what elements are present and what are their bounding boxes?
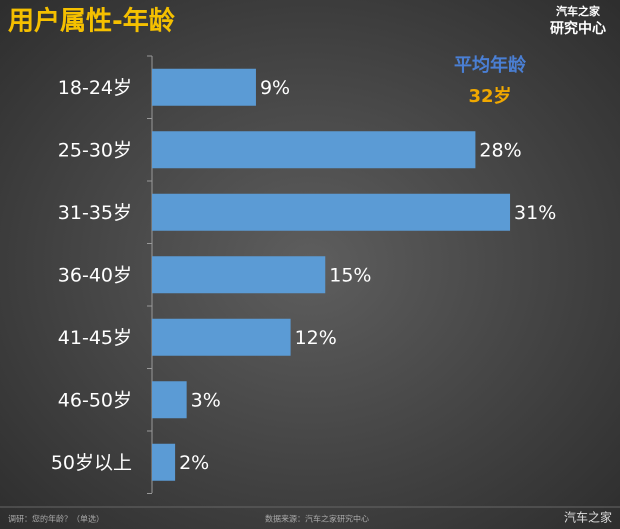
footnote: 数据来源：汽车之家研究中心 [265, 514, 369, 524]
value-label: 2% [179, 452, 209, 474]
logo-bottom: 研究中心 [550, 20, 606, 37]
y-tick-label: 50岁以上 [51, 452, 132, 474]
chart-title: 用户属性-年龄 [8, 6, 176, 37]
value-label: 15% [329, 264, 371, 286]
value-label: 31% [514, 202, 556, 224]
bar [152, 68, 256, 106]
bar [152, 193, 511, 231]
y-tick-label: 41-45岁 [58, 327, 132, 349]
annotation: 平均年龄 [454, 54, 527, 76]
bar [152, 381, 187, 419]
footnote: 调研：您的年龄？（单选） [8, 514, 104, 524]
bar [152, 131, 476, 169]
watermark: 汽车之家 [564, 510, 612, 525]
y-tick-label: 31-35岁 [58, 202, 132, 224]
annotation: 32岁 [468, 85, 511, 107]
value-label: 12% [295, 327, 337, 349]
logo-top: 汽车之家 [556, 4, 601, 18]
y-tick-label: 18-24岁 [58, 77, 132, 99]
y-tick-label: 36-40岁 [58, 264, 132, 286]
y-tick-label: 25-30岁 [58, 139, 132, 161]
y-tick-label: 46-50岁 [58, 389, 132, 411]
value-label: 28% [479, 139, 521, 161]
bar [152, 256, 326, 294]
value-label: 3% [191, 389, 221, 411]
value-label: 9% [260, 77, 290, 99]
bar [152, 443, 176, 481]
bar [152, 318, 291, 356]
